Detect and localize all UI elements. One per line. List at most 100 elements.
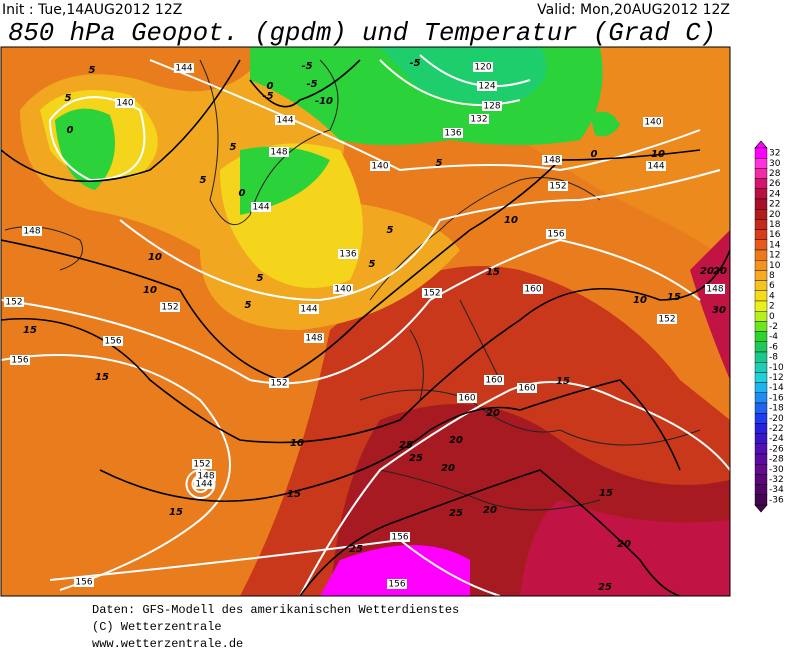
label-box <box>74 577 94 587</box>
legend-swatch <box>754 362 768 373</box>
legend-label: -32 <box>769 475 784 485</box>
legend-label: 2 <box>769 302 775 312</box>
geopotential-label: 156 <box>388 580 405 590</box>
legend-label: -30 <box>769 465 784 475</box>
legend-label: 22 <box>769 200 780 210</box>
label-box <box>387 579 407 589</box>
geopotential-label: 148 <box>706 285 723 295</box>
temperature-label: 20 <box>617 539 631 550</box>
geopotential-label: 160 <box>485 376 502 386</box>
legend-label: 14 <box>769 240 781 250</box>
temperature-label: 0 <box>267 81 274 92</box>
geopotential-label: 144 <box>647 162 664 172</box>
temperature-label: 20 <box>483 505 497 516</box>
geopotential-label: 144 <box>300 305 317 315</box>
label-box <box>457 393 477 403</box>
legend-swatch <box>754 484 768 496</box>
legend-label: 10 <box>769 261 781 271</box>
legend-label: 4 <box>769 291 775 301</box>
temperature-label: 30 <box>712 305 726 316</box>
label-box <box>304 333 324 343</box>
legend-swatch <box>754 413 768 424</box>
geopotential-label: 160 <box>458 394 475 404</box>
legend-swatch <box>754 198 768 210</box>
legend-label: -16 <box>769 393 784 403</box>
label-box <box>469 114 489 124</box>
geopotential-label: 156 <box>391 533 408 543</box>
legend-swatch <box>754 341 768 353</box>
temperature-label: 20 <box>441 463 455 474</box>
legend-swatch <box>754 157 768 169</box>
geopotential-label: 140 <box>334 285 351 295</box>
label-box <box>269 378 289 388</box>
map: 1441401201241281321361401481441441481521… <box>0 46 731 597</box>
temperature-label: 15 <box>287 489 301 500</box>
temperature-label: 10 <box>143 285 157 296</box>
legend-swatch <box>754 494 768 506</box>
geopotential-label: 152 <box>161 303 178 313</box>
label-box <box>103 336 123 346</box>
legend-label: -6 <box>769 342 778 352</box>
temperature-label: 25 <box>449 508 463 519</box>
label-box <box>160 302 180 312</box>
temperature-label: 15 <box>556 376 570 387</box>
footer-source: Daten: GFS-Modell des amerikanischen Wet… <box>92 603 459 617</box>
label-box <box>174 63 194 73</box>
legend-label: -36 <box>769 495 784 505</box>
cold-region <box>380 47 547 104</box>
temperature-label: 5 <box>436 158 443 169</box>
legend-label: -26 <box>769 444 784 454</box>
temperature-label: 10 <box>290 438 304 449</box>
label-box <box>194 479 214 489</box>
label-box <box>370 161 390 171</box>
label-box <box>484 375 504 385</box>
cool-region <box>40 90 363 288</box>
geopotential-label: 156 <box>75 578 92 588</box>
legend-label: -12 <box>769 373 784 383</box>
geopotential-label: 144 <box>195 480 212 490</box>
geopotential-label: 144 <box>276 116 293 126</box>
temperature-label: 5 <box>65 93 72 104</box>
label-box <box>546 229 566 239</box>
geopotential-label: 152 <box>423 289 440 299</box>
temperature-label: -5 <box>262 91 273 102</box>
legend-swatch <box>754 239 768 251</box>
temperature-label: 5 <box>387 225 394 236</box>
temperature-label: 20 <box>449 435 463 446</box>
legend-swatch <box>754 147 768 159</box>
label-box <box>269 147 289 157</box>
legend-swatch <box>754 453 768 465</box>
legend-label: 26 <box>769 179 781 189</box>
legend-label: -18 <box>769 404 784 414</box>
label-box <box>10 355 30 365</box>
label-box <box>251 202 271 212</box>
hot-region <box>690 230 730 380</box>
legend-label: -24 <box>769 434 784 444</box>
temperature-label: 20 <box>486 408 500 419</box>
temperature-label: 15 <box>23 325 37 336</box>
label-box <box>115 98 135 108</box>
temperature-label: -5 <box>301 61 312 72</box>
legend-swatch <box>754 372 768 383</box>
legend-label: 28 <box>769 169 781 179</box>
geopotential-label: 148 <box>23 227 40 237</box>
temperature-label: 15 <box>667 292 681 303</box>
legend-swatch <box>754 321 768 332</box>
legend-label: -10 <box>769 363 784 373</box>
legend-swatch <box>754 260 768 271</box>
color-legend: 32302826242220181614121086420-2-4-6-8-10… <box>754 140 784 513</box>
geopotential-label: 152 <box>658 315 675 325</box>
label-box <box>275 115 295 125</box>
geopotential-label: 156 <box>547 230 564 240</box>
legend-swatch <box>754 382 768 394</box>
legend-swatch <box>754 423 768 434</box>
geopotential-label: 152 <box>549 182 566 192</box>
legend-swatch <box>754 168 768 179</box>
temperature-label: 15 <box>169 507 183 518</box>
geopotential-label: 148 <box>197 472 214 482</box>
legend-swatch <box>754 331 768 343</box>
legend-swatch <box>754 433 768 445</box>
legend-swatch <box>754 392 768 404</box>
label-box <box>4 297 24 307</box>
geopotential-label: 148 <box>305 334 322 344</box>
